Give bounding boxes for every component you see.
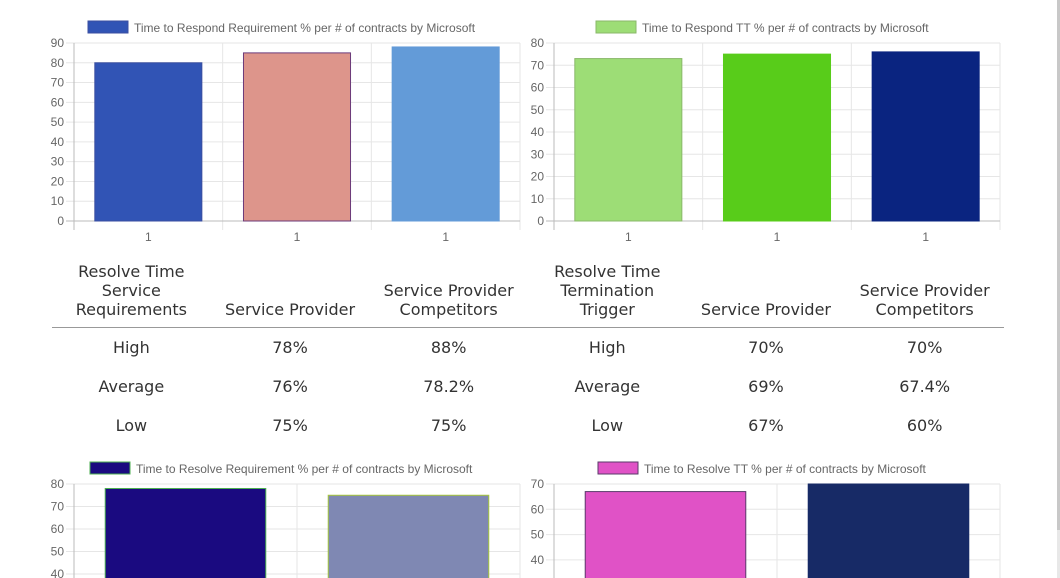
cell-sp-left: 75%: [272, 416, 308, 435]
y-tick-label: 60: [531, 502, 545, 516]
table-row: High 78% 88% High 70% 70%: [52, 328, 1004, 368]
y-tick-label: 70: [531, 58, 545, 72]
x-tick-label: 1: [294, 230, 301, 244]
y-tick-label: 60: [51, 95, 65, 109]
y-tick-label: 70: [51, 76, 65, 90]
bar: [722, 53, 832, 222]
y-tick-label: 30: [531, 147, 545, 161]
bar: [574, 58, 683, 222]
cell-sp-right: 69%: [748, 377, 784, 396]
y-tick-label: 50: [51, 545, 65, 559]
header-resolve-time-termination-trigger: Resolve Time Termination Trigger: [527, 260, 687, 328]
row-label-left: High: [112, 338, 150, 357]
legend-label: Time to Respond TT % per # of contracts …: [642, 21, 929, 35]
table-row: Low 75% 75% Low 67% 60%: [52, 406, 1004, 445]
row-label-right: Average: [574, 377, 641, 396]
header-service-provider-competitors-right: Service Provider Competitors: [845, 260, 1004, 328]
legend-swatch: [89, 461, 131, 475]
y-tick-label: 60: [531, 81, 545, 95]
bar: [871, 51, 980, 222]
x-tick-label: 1: [625, 230, 632, 244]
y-tick-label: 80: [51, 56, 65, 70]
y-tick-label: 70: [51, 500, 65, 514]
cell-sp-left: 76%: [272, 377, 308, 396]
page-scrollbar[interactable]: [1057, 0, 1060, 578]
stats-table: Resolve Time Service Requirements Servic…: [52, 260, 1004, 445]
y-tick-label: 80: [51, 477, 65, 491]
row-label-right: Low: [591, 416, 624, 435]
x-tick-label: 1: [442, 230, 449, 244]
legend-label: Time to Resolve TT % per # of contracts …: [644, 462, 927, 476]
y-tick-label: 50: [51, 115, 65, 129]
y-tick-label: 80: [531, 36, 545, 50]
y-tick-label: 20: [531, 170, 545, 184]
legend-label: Time to Respond Requirement % per # of c…: [134, 21, 476, 35]
y-tick-label: 0: [57, 214, 64, 228]
row-label-left: Low: [115, 416, 148, 435]
legend-label: Time to Resolve Requirement % per # of c…: [136, 462, 473, 476]
bar: [807, 483, 970, 578]
y-tick-label: 0: [537, 214, 544, 228]
bar: [584, 491, 747, 578]
y-tick-label: 10: [531, 192, 545, 206]
y-tick-label: 40: [531, 125, 545, 139]
cell-sp-right: 67%: [748, 416, 784, 435]
cell-comp-left: 78.2%: [423, 377, 475, 396]
bar: [391, 46, 500, 222]
y-tick-label: 20: [51, 174, 65, 188]
row-label-left: Average: [98, 377, 165, 396]
x-tick-label: 1: [774, 230, 781, 244]
y-tick-label: 90: [51, 36, 65, 50]
header-service-provider-competitors-left: Service Provider Competitors: [369, 260, 528, 328]
y-tick-label: 50: [531, 528, 545, 542]
y-tick-label: 60: [51, 522, 65, 536]
y-tick-label: 70: [531, 477, 545, 491]
cell-comp-right: 67.4%: [899, 377, 951, 396]
header-service-provider-right: Service Provider: [686, 260, 846, 328]
table-row: Average 76% 78.2% Average 69% 67.4%: [52, 367, 1004, 406]
header-resolve-time-service-requirements: Resolve Time Service Requirements: [52, 260, 211, 328]
legend-swatch: [87, 20, 129, 34]
legend-swatch: [595, 20, 637, 34]
cell-sp-left: 78%: [272, 338, 308, 357]
header-service-provider-left: Service Provider: [210, 260, 370, 328]
x-tick-label: 1: [145, 230, 152, 244]
scrollbar-thumb[interactable]: [1057, 0, 1060, 530]
y-tick-label: 40: [51, 567, 65, 578]
bar: [94, 62, 203, 222]
stats-table-container: Resolve Time Service Requirements Servic…: [52, 260, 1004, 445]
cell-comp-left: 75%: [430, 416, 467, 435]
cell-sp-right: 70%: [748, 338, 784, 357]
y-tick-label: 30: [51, 155, 65, 169]
x-tick-label: 1: [922, 230, 929, 244]
bar: [242, 52, 352, 222]
y-tick-label: 10: [51, 194, 65, 208]
table-header-row: Resolve Time Service Requirements Servic…: [52, 260, 1004, 328]
bar: [104, 488, 267, 578]
row-label-right: High: [588, 338, 626, 357]
y-tick-label: 40: [531, 553, 545, 567]
y-tick-label: 50: [531, 103, 545, 117]
cell-comp-left: 88%: [430, 338, 467, 357]
cell-comp-right: 70%: [906, 338, 943, 357]
cell-comp-right: 60%: [906, 416, 943, 435]
bar: [327, 494, 490, 578]
y-tick-label: 40: [51, 135, 65, 149]
legend-swatch: [597, 461, 639, 475]
